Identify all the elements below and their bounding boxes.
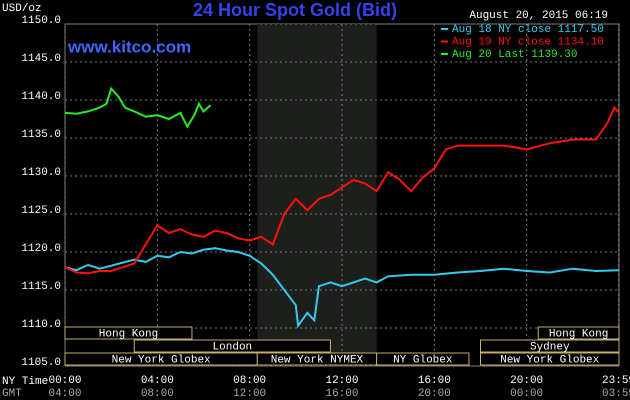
y-tick-label: 1105.0 [21, 357, 61, 369]
y-tick-label: 1145.0 [21, 53, 61, 65]
x2-tick-label: 20:00 [418, 388, 451, 400]
session-box [480, 339, 620, 353]
x2-tick-label: 08:00 [141, 388, 174, 400]
session-label: Hong Kong [549, 328, 608, 340]
session-box [537, 326, 620, 340]
session-box [64, 326, 193, 340]
x-tick-label: 16:00 [418, 375, 451, 387]
y-tick-label: 1125.0 [21, 205, 61, 217]
y-axis-label: USD/oz [2, 3, 42, 15]
x2-axis-label: GMT [2, 388, 22, 400]
x-tick-label: 08:00 [233, 375, 266, 387]
x2-tick-label: 00:00 [510, 388, 543, 400]
session-label: NY Globex [393, 354, 453, 366]
x-tick-label: 12:00 [325, 375, 358, 387]
watermark: www.kitco.com [67, 37, 191, 56]
y-tick-label: 1150.0 [21, 15, 61, 27]
y-tick-label: 1120.0 [21, 243, 61, 255]
x-tick-label: 04:00 [141, 375, 174, 387]
legend-label: Aug 19 NY close 1134.10 [452, 36, 604, 48]
x2-tick-label: 04:00 [48, 388, 81, 400]
y-tick-label: 1130.0 [21, 167, 61, 179]
x2-tick-label: 12:00 [233, 388, 266, 400]
session-label: Hong Kong [99, 328, 158, 340]
session-label: New York NYMEX [271, 354, 364, 366]
x-tick-label: 00:00 [48, 375, 81, 387]
session-box [133, 339, 331, 353]
series-line [64, 105, 620, 275]
session-label: New York Globex [500, 354, 599, 366]
legend-label: Aug 18 NY close 1117.50 [452, 24, 604, 36]
session-box [480, 352, 620, 366]
x-tick-label: 23:59 [602, 375, 630, 387]
session-label: Sydney [530, 341, 570, 353]
y-tick-label: 1140.0 [21, 91, 61, 103]
session-box [376, 352, 470, 366]
y-tick-label: 1135.0 [21, 129, 61, 141]
y-tick-label: 1110.0 [21, 319, 61, 331]
x2-tick-label: 03:59 [602, 388, 630, 400]
y-tick-label: 1115.0 [21, 281, 61, 293]
timestamp: August 20, 2015 06:19 [469, 10, 608, 22]
chart-title: 24 Hour Spot Gold (Bid) [193, 0, 397, 20]
x2-tick-label: 16:00 [325, 388, 358, 400]
legend-label: Aug 20 Last 1139.30 [452, 49, 577, 61]
session-label: London [213, 341, 253, 353]
highlight-band [257, 24, 377, 366]
series-line [64, 247, 620, 329]
x-axis-label: NY Time [2, 376, 48, 388]
session-label: New York Globex [112, 354, 211, 366]
x-tick-label: 20:00 [510, 375, 543, 387]
series-line [64, 86, 212, 129]
